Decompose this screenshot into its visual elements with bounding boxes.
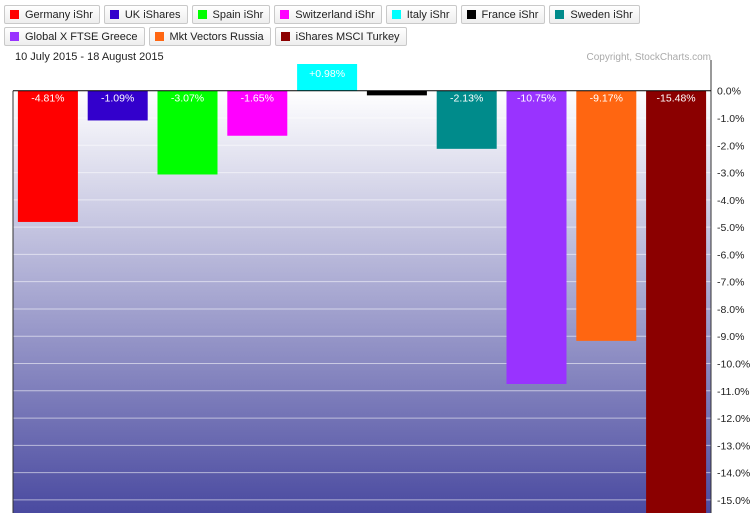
y-tick-label: -11.0% [717,386,750,398]
legend-label: UK iShares [124,8,181,21]
bar-germany-ishr[interactable] [17,90,78,222]
y-tick-label: -4.0% [717,195,744,207]
y-tick-label: -12.0% [717,413,750,425]
bar-sweden-ishr[interactable] [436,90,497,149]
legend-item-switzerland-ishr[interactable]: Switzerland iShr [274,5,382,24]
legend-item-mkt-vectors-russia[interactable]: Mkt Vectors Russia [148,27,271,46]
legend-label: Mkt Vectors Russia [169,30,264,43]
bar-italy-ishr[interactable] [297,64,358,91]
legend-label: Switzerland iShr [295,8,375,21]
legend-item-sweden-ishr[interactable]: Sweden iShr [549,5,640,24]
legend-label: Germany iShr [25,8,93,21]
legend-swatch [109,10,119,19]
legend-swatch [10,32,19,41]
legend-swatch [466,10,476,19]
legend-label: France iShr [481,8,539,21]
bar-value-label: -10.75% [517,93,556,105]
bar-switzerland-ishr[interactable] [227,90,288,136]
legend-item-france-ishr[interactable]: France iShr [460,5,546,24]
legend-label: Spain iShr [212,8,264,21]
y-tick-label: 0.0% [717,86,741,98]
bar-value-label: -3.07% [171,93,204,105]
bar-value-label: +0.98% [309,68,345,80]
y-tick-label: -10.0% [717,359,750,371]
bar-value-label: -9.17% [590,93,623,105]
y-tick-label: -15.0% [717,495,750,507]
bar-value-label: -4.81% [31,93,64,105]
legend: Germany iShr UK iShares Spain iShr Switzerl… [4,5,746,49]
bar-spain-ishr[interactable] [157,90,218,175]
legend-label: Sweden iShr [570,8,633,21]
legend-swatch [280,10,290,19]
bar-france-ishr[interactable] [366,90,427,96]
legend-label: Global X FTSE Greece [25,30,138,43]
y-tick-label: -1.0% [717,113,744,125]
legend-label: Italy iShr [406,8,450,21]
bar-value-label: -1.09% [101,93,134,105]
y-tick-label: -9.0% [717,331,744,343]
bar-value-label: -15.48% [657,93,696,105]
legend-swatch [391,10,401,19]
legend-item-spain-ishr[interactable]: Spain iShr [191,5,271,24]
y-tick-label: -3.0% [717,168,744,180]
bar-value-label: -2.13% [450,93,483,105]
legend-item-italy-ishr[interactable]: Italy iShr [385,5,457,24]
bar-ishares-msci-turkey[interactable] [646,90,707,513]
y-tick-label: -13.0% [717,440,750,452]
legend-swatch [280,32,290,41]
copyright: Copyright, StockCharts.com [587,52,712,63]
legend-item-global-x-ftse-greece[interactable]: Global X FTSE Greece [4,27,145,46]
bar-global-x-ftse-greece[interactable] [506,90,567,384]
bar-value-label: -1.65% [241,93,274,105]
legend-swatch [555,10,565,19]
legend-swatch [197,10,207,19]
y-tick-label: -8.0% [717,304,744,316]
y-tick-label: -14.0% [717,468,750,480]
y-tick-label: -5.0% [717,222,744,234]
legend-item-ishares-msci-turkey[interactable]: iShares MSCI Turkey [274,27,407,46]
legend-item-germany-ishr[interactable]: Germany iShr [4,5,100,24]
bar-mkt-vectors-russia[interactable] [576,90,637,341]
legend-item-uk-ishares[interactable]: UK iShares [103,5,188,24]
bar-uk-ishares[interactable] [87,90,148,121]
legend-swatch [10,10,19,19]
y-tick-label: -7.0% [717,277,744,289]
legend-label: iShares MSCI Turkey [295,30,400,43]
date-range: 10 July 2015 - 18 August 2015 [15,51,164,63]
legend-swatch [154,32,164,41]
y-tick-label: -6.0% [717,249,744,261]
y-tick-label: -2.0% [717,140,744,152]
